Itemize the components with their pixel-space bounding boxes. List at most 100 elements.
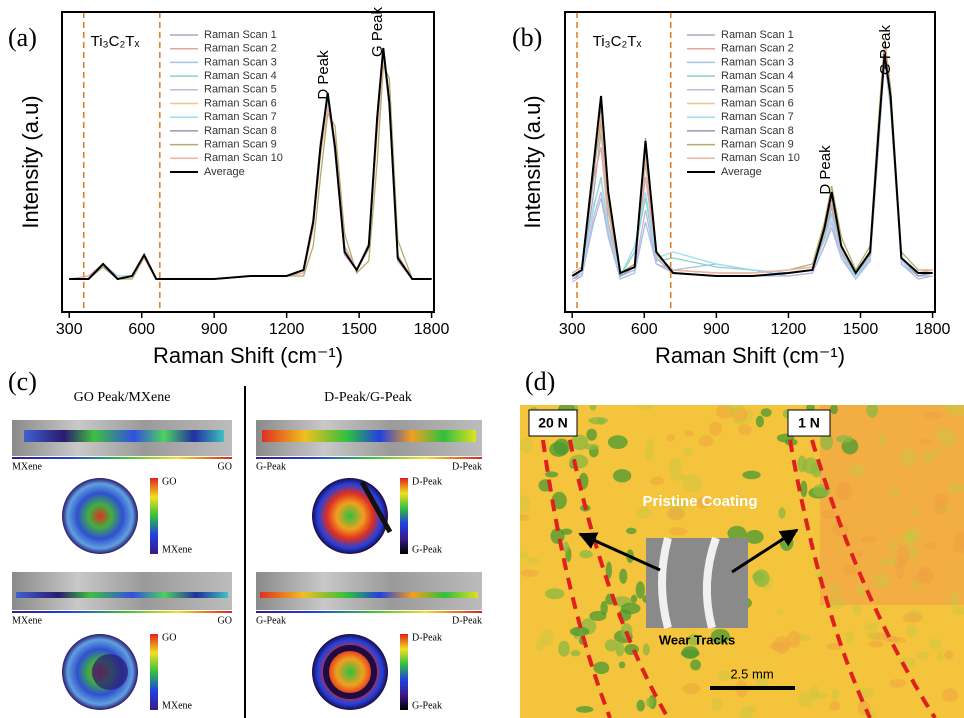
panel-label: (c) xyxy=(8,367,37,396)
texture-spot xyxy=(786,630,801,648)
ratio-strip xyxy=(260,592,478,598)
texture-spot xyxy=(625,527,637,535)
texture-spot xyxy=(682,474,702,492)
texture-spot xyxy=(748,705,757,714)
y-axis-label: Intensity (a.u) xyxy=(520,95,545,228)
color-bar-label: G-Peak xyxy=(412,700,442,711)
texture-spot xyxy=(732,417,746,425)
legend-label: Raman Scan 1 xyxy=(721,29,794,41)
texture-spot xyxy=(646,697,654,708)
texture-spot xyxy=(905,527,922,543)
x-tick-label: 1200 xyxy=(771,321,807,338)
texture-spot xyxy=(586,428,597,441)
texture-spot xyxy=(889,678,906,688)
texture-spot xyxy=(645,438,655,450)
texture-spot xyxy=(545,471,559,478)
x-tick-label: 300 xyxy=(559,321,586,338)
texture-spot xyxy=(630,594,638,604)
panel-label: (a) xyxy=(8,23,37,52)
texture-spot xyxy=(879,433,887,447)
texture-spot xyxy=(820,509,838,520)
x-tick-label: 1500 xyxy=(843,321,879,338)
texture-spot xyxy=(958,405,964,416)
texture-spot xyxy=(916,651,929,660)
texture-spot xyxy=(895,561,905,579)
texture-spot xyxy=(933,492,950,508)
texture-spot xyxy=(636,699,645,712)
x-tick-label: 300 xyxy=(56,321,83,338)
texture-spot xyxy=(837,482,853,501)
texture-spot xyxy=(820,432,834,451)
legend-label: Raman Scan 9 xyxy=(721,139,794,151)
texture-spot xyxy=(933,449,943,456)
texture-spot xyxy=(835,435,853,443)
texture-spot xyxy=(936,651,944,661)
texture-spot xyxy=(865,631,881,639)
inset-label: Wear Tracks xyxy=(659,632,735,647)
texture-spot xyxy=(912,577,922,589)
annotation: G Peak xyxy=(877,24,894,75)
texture-spot xyxy=(708,421,723,436)
texture-spot xyxy=(776,608,785,615)
texture-spot xyxy=(896,545,911,564)
x-tick-label: 600 xyxy=(128,321,155,338)
track-edge xyxy=(810,439,937,718)
plot-frame xyxy=(564,11,936,313)
texture-spot xyxy=(687,634,701,646)
legend-label: Raman Scan 5 xyxy=(721,84,794,96)
texture-spot xyxy=(520,569,539,577)
load-label: 20 N xyxy=(538,415,568,431)
y-axis-label: Intensity (a.u) xyxy=(18,95,43,228)
texture-spot xyxy=(794,634,811,642)
legend-label: Raman Scan 2 xyxy=(721,43,794,55)
texture-spot xyxy=(739,705,753,718)
texture-spot xyxy=(635,581,645,599)
texture-spot xyxy=(905,546,920,558)
texture-spot xyxy=(889,488,901,497)
texture-spot xyxy=(898,533,917,543)
texture-spot xyxy=(650,476,665,486)
legend-label: Raman Scan 6 xyxy=(721,97,794,109)
wear-map-spot xyxy=(92,654,128,690)
texture-spot xyxy=(938,428,957,447)
texture-spot xyxy=(949,591,960,609)
color-scale xyxy=(256,611,482,613)
legend-label: Average xyxy=(204,166,245,178)
texture-spot xyxy=(769,641,789,651)
panel-d: (d) 20 N 1 N Pristine Coating Wear Track… xyxy=(520,367,964,718)
texture-spot xyxy=(760,408,772,417)
texture-spot xyxy=(744,409,753,423)
label-box xyxy=(528,409,578,437)
texture-spot xyxy=(923,411,944,420)
texture-spot xyxy=(873,573,891,589)
texture-spot xyxy=(952,607,964,616)
legend-label: Raman Scan 6 xyxy=(204,97,277,109)
legend-label: Raman Scan 2 xyxy=(204,43,277,55)
texture-spot xyxy=(710,628,730,644)
region-label: Pristine Coating xyxy=(642,493,757,510)
color-bar-label: GO xyxy=(162,632,176,643)
legend-label: Raman Scan 10 xyxy=(721,152,800,164)
color-bar xyxy=(400,478,408,554)
texture-spot xyxy=(620,602,641,615)
texture-spot xyxy=(887,636,907,644)
texture-spot xyxy=(835,481,849,500)
map-title: D-Peak/G-Peak xyxy=(324,390,412,405)
texture-spot xyxy=(947,405,963,416)
legend-label: Raman Scan 7 xyxy=(204,111,277,123)
texture-spot xyxy=(690,659,701,671)
texture-spot xyxy=(669,527,688,536)
texture-spot xyxy=(941,688,959,702)
texture-spot xyxy=(909,509,920,517)
texture-spot xyxy=(669,473,687,481)
legend-label: Raman Scan 8 xyxy=(721,125,794,137)
texture-spot xyxy=(696,496,710,509)
color-bar xyxy=(400,634,408,710)
texture-spot xyxy=(944,650,954,660)
average-line xyxy=(69,47,432,281)
panel-label: (b) xyxy=(512,23,542,52)
wear-map xyxy=(312,478,388,554)
texture-spot xyxy=(797,455,807,473)
texture-spot xyxy=(772,636,791,654)
